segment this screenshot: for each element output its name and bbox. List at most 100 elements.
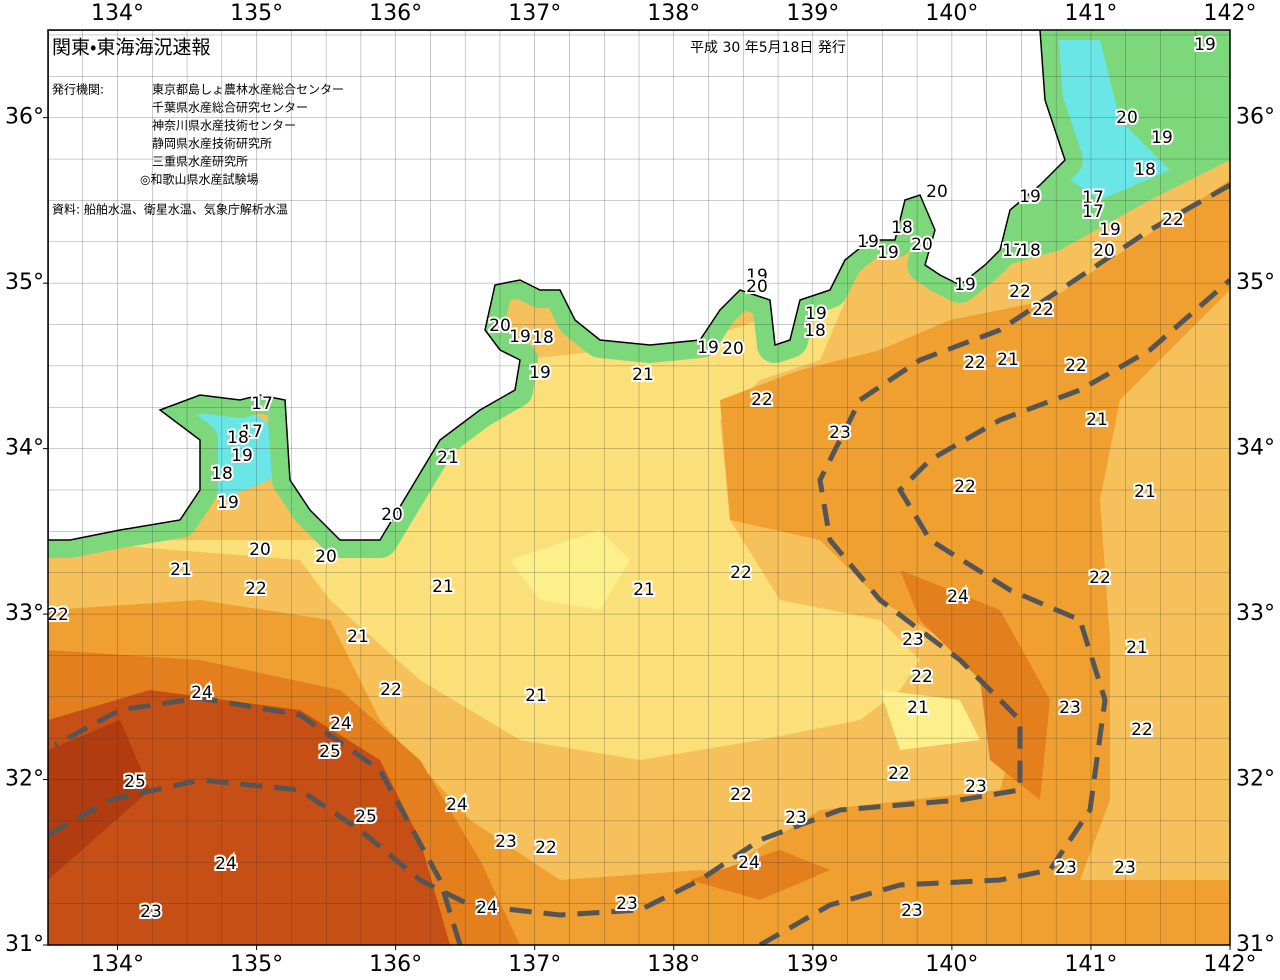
contour-label: 20: [315, 547, 337, 567]
contour-label: 21: [432, 577, 454, 597]
contour-label: 19: [1194, 35, 1216, 55]
contour-label: 23: [965, 777, 987, 797]
contour-label: 25: [319, 742, 341, 762]
x-tick-label: 135°: [230, 952, 283, 977]
y-tick-label: 34°: [5, 436, 44, 461]
contour-label: 22: [888, 764, 910, 784]
x-tick-label: 136°: [369, 952, 422, 977]
contour-label: 19: [1151, 128, 1173, 148]
y-tick-label: 32°: [1236, 767, 1275, 792]
x-tick-label: 137°: [508, 952, 561, 977]
contour-label: 23: [1055, 858, 1077, 878]
contour-label: 17: [1002, 241, 1024, 261]
x-tick-label: 138°: [647, 952, 700, 977]
contour-label: 24: [446, 795, 468, 815]
contour-label: 20: [249, 540, 271, 560]
contour-label: 23: [901, 901, 923, 921]
y-tick-label: 35°: [1236, 270, 1275, 295]
x-tick-label: 139°: [786, 1, 839, 26]
x-tick-label: 139°: [786, 952, 839, 977]
y-tick-label: 33°: [1236, 601, 1275, 626]
grid: [48, 30, 1230, 945]
contour-label: 21: [632, 365, 654, 385]
contour-label: 25: [124, 772, 146, 792]
x-tick-label: 140°: [925, 952, 978, 977]
contour-label: 22: [245, 579, 267, 599]
land-outline: [48, 30, 1066, 541]
contour-label: 17: [1082, 188, 1104, 208]
contour-label: 20: [489, 316, 511, 336]
contour-label: 18: [532, 328, 554, 348]
contour-label: 22: [1032, 300, 1054, 320]
contour-label: 20: [722, 339, 744, 359]
contour-label: 23: [616, 894, 638, 914]
issuer: 静岡県水産技術研究所: [152, 136, 272, 151]
issuer: ◎和歌山県水産試験場: [140, 172, 258, 187]
contour-label: 19: [877, 243, 899, 263]
y-tick-label: 36°: [1236, 105, 1275, 130]
zone-26: [48, 720, 150, 880]
contour-label: 22: [751, 390, 773, 410]
issuers-label: 発行機関:: [52, 83, 104, 97]
contour-label: 23: [1114, 858, 1136, 878]
x-tick-label: 142°: [1204, 1, 1257, 26]
contour-label: 21: [347, 627, 369, 647]
kuroshio-axis: [48, 182, 1230, 945]
y-tick-label: 31°: [5, 932, 44, 957]
contour-label: 23: [829, 423, 851, 443]
issuer: 東京都島しょ農林水産総合センター: [152, 82, 344, 97]
contour-label: 19: [857, 232, 879, 252]
x-tick-label: 134°: [91, 1, 144, 26]
contour-label: 24: [738, 853, 760, 873]
x-tick-label: 142°: [1204, 952, 1257, 977]
contour-label: 21: [997, 350, 1019, 370]
y-tick-label: 36°: [5, 105, 44, 130]
contour-label: 20: [746, 277, 768, 297]
x-tick-label: 141°: [1064, 1, 1117, 26]
zone-25: [48, 690, 450, 945]
contour-label: 22: [954, 477, 976, 497]
kuroshio-line: [53, 695, 463, 945]
contour-label: 24: [215, 854, 237, 874]
frame: [47, 29, 1231, 946]
contour-label: 22: [1131, 720, 1153, 740]
contour-label: 19: [231, 446, 253, 466]
contour-label: 18: [891, 218, 913, 238]
contour-label: 24: [476, 898, 498, 918]
contour-label: 19: [697, 338, 719, 358]
zone-20: [510, 530, 980, 750]
coastal-cyan: [165, 40, 1170, 500]
contour-label: 24: [947, 587, 969, 607]
issuers: 東京都島しょ農林水産総合センター千葉県水産総合研究センター神奈川県水産技術センタ…: [140, 82, 344, 187]
contour-label: 18: [1134, 160, 1156, 180]
contour-label: 22: [535, 838, 557, 858]
contour-label: 17: [241, 422, 263, 442]
contour-label: 22: [730, 785, 752, 805]
axis-ticks: 134° 134° 135° 135° 136° 136° 137° 137° 138° 138°…: [5, 1, 1275, 977]
contour-label: 19: [509, 327, 531, 347]
contour-label: 19: [529, 363, 551, 383]
contour-label: 19: [1019, 187, 1041, 207]
contour-label: 22: [380, 680, 402, 700]
contour-label: 20: [911, 235, 933, 255]
kuroshio-line: [758, 278, 1230, 945]
contour-label: 21: [1126, 638, 1148, 658]
contour-label: 21: [633, 580, 655, 600]
kuroshio-line: [48, 182, 1230, 918]
contour-label: 22: [47, 605, 69, 625]
contour-label: 20: [381, 505, 403, 525]
contour-label: 21: [437, 448, 459, 468]
issue-date: 平成 30 年5月18日 発行: [690, 40, 846, 56]
contour-label: 17: [251, 394, 273, 414]
x-tick-label: 138°: [647, 1, 700, 26]
contour-label: 22: [911, 667, 933, 687]
contour-label: 23: [1059, 698, 1081, 718]
contour-label: 24: [191, 683, 213, 703]
contour-label: 23: [140, 902, 162, 922]
contour-label: 23: [495, 832, 517, 852]
contour-label: 22: [1009, 282, 1031, 302]
contour-label: 20: [1093, 241, 1115, 261]
contour-label: 17: [1082, 202, 1104, 222]
